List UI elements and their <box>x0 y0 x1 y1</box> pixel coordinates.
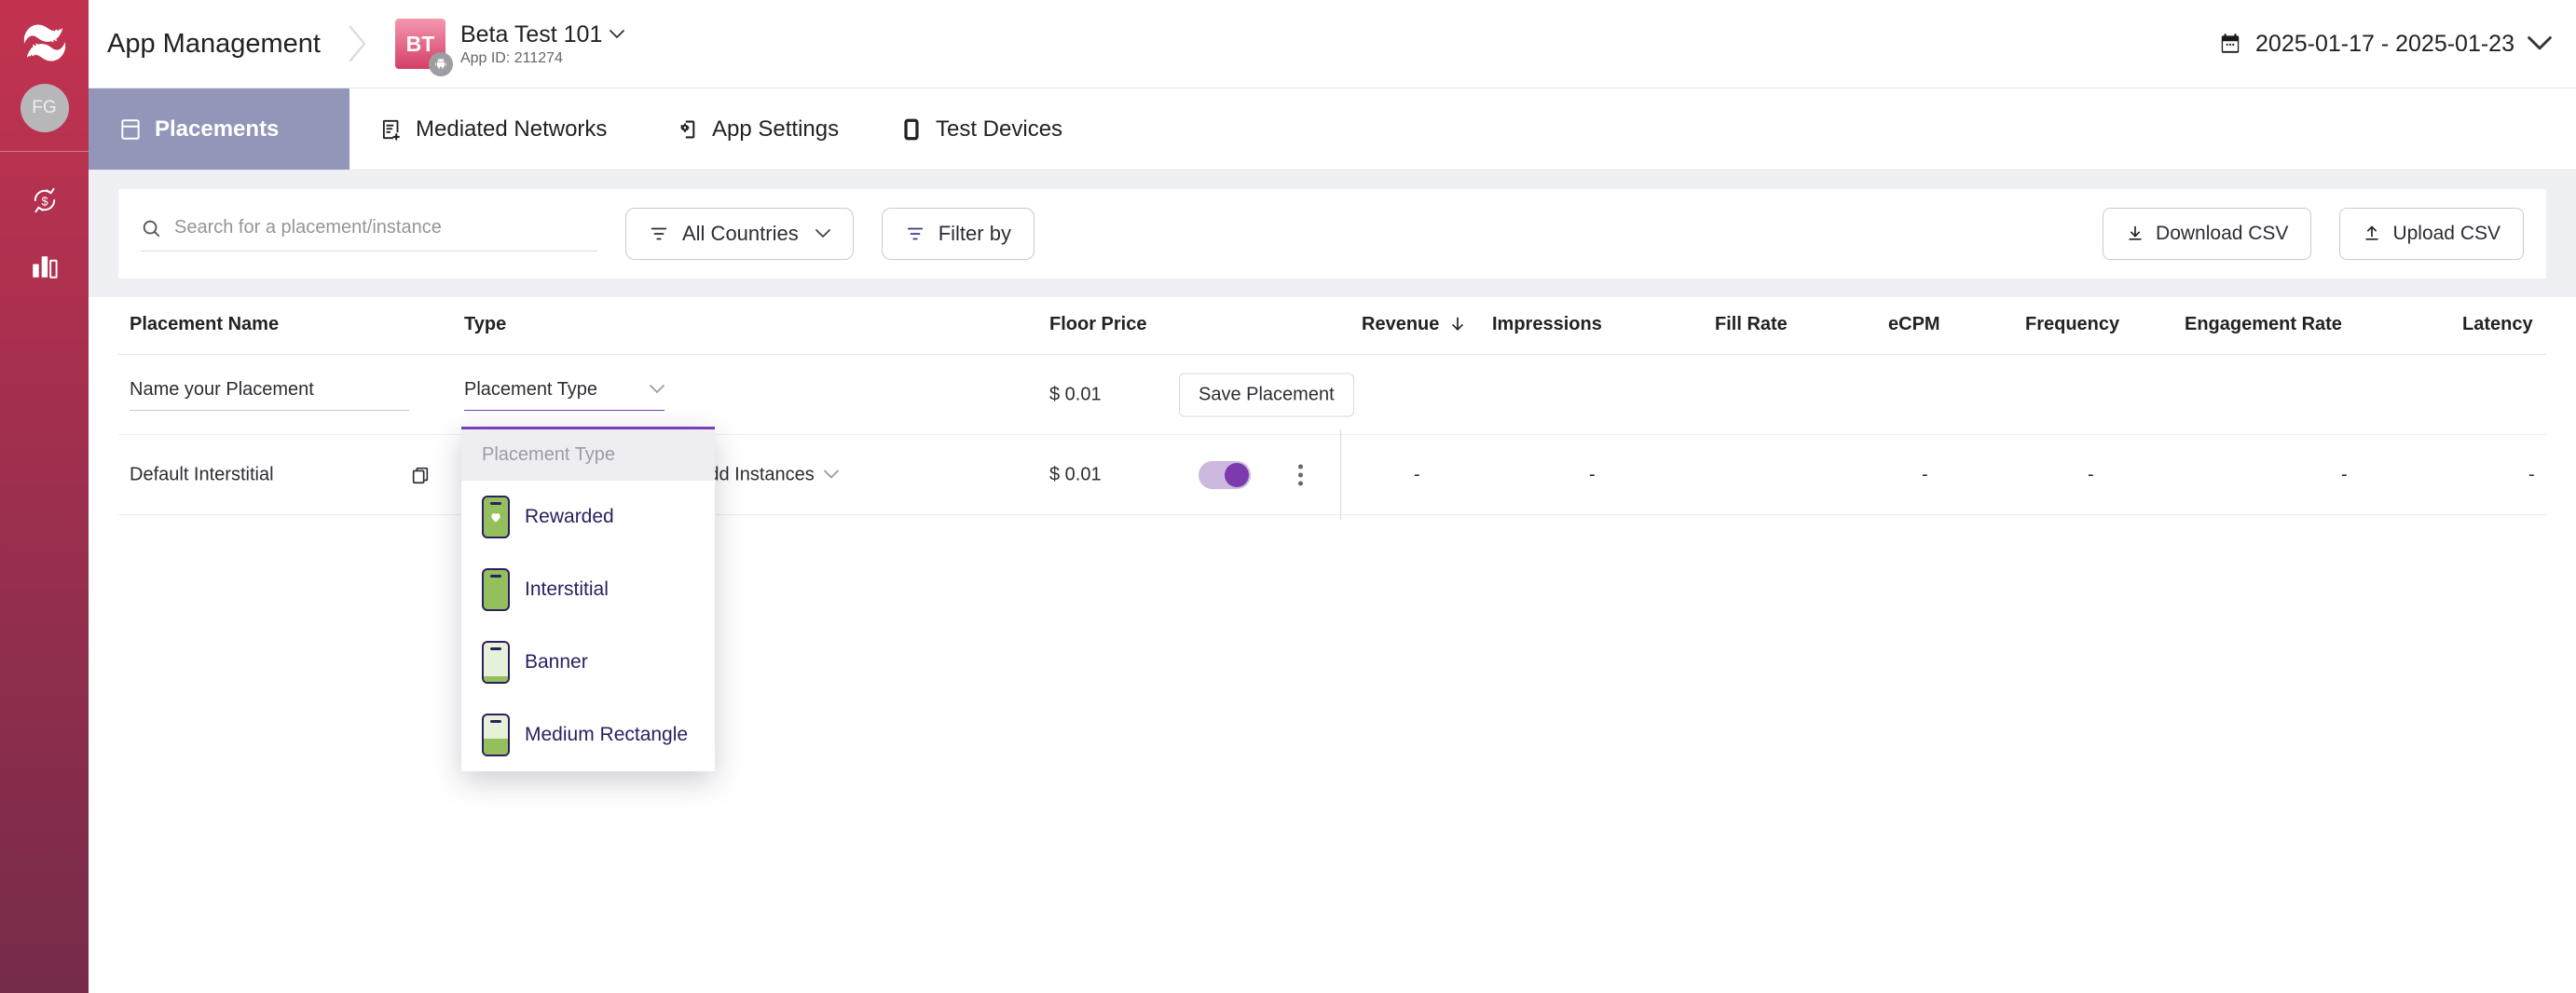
svg-text:$: $ <box>41 194 48 208</box>
